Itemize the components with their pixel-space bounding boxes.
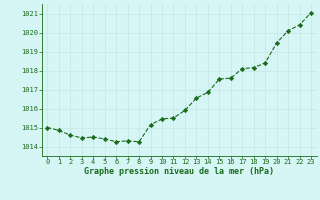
- X-axis label: Graphe pression niveau de la mer (hPa): Graphe pression niveau de la mer (hPa): [84, 167, 274, 176]
